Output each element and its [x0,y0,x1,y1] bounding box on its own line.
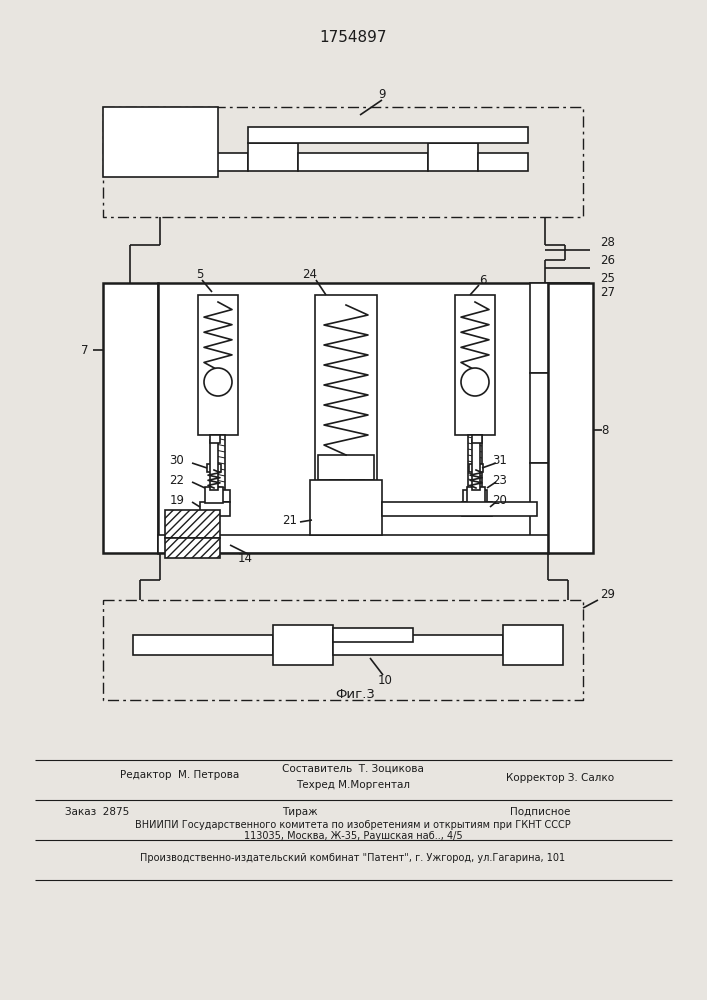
Bar [298,153,428,171]
Bar [165,510,220,538]
Bar [428,143,478,171]
Text: 27: 27 [600,286,615,300]
Circle shape [461,368,489,396]
Text: Корректор З. Салко: Корректор З. Салко [506,773,614,783]
Text: 8: 8 [602,424,609,436]
Bar [530,373,548,463]
Bar [530,283,548,373]
Bar [200,502,230,516]
Text: 29: 29 [600,588,615,601]
Bar [330,480,344,535]
Text: 10: 10 [378,674,392,686]
Bar [503,625,563,665]
Bar [455,295,495,435]
Text: Составитель  Т. Зоцикова: Составитель Т. Зоцикова [282,764,424,774]
Bar [248,143,298,171]
Text: 23: 23 [493,474,508,487]
Bar [103,107,218,177]
Bar [548,283,593,553]
Text: 31: 31 [493,454,508,466]
Text: 30: 30 [170,454,185,466]
Bar [103,283,158,553]
Text: 9: 9 [378,89,386,102]
Bar [133,635,273,655]
Bar [158,535,548,553]
Text: ВНИИПИ Государственного комитета по изобретениям и открытиям при ГКНТ СССР: ВНИИПИ Государственного комитета по изоб… [135,820,571,830]
Text: 14: 14 [238,552,252,564]
Bar [382,502,537,516]
Text: 26: 26 [600,253,615,266]
Bar [210,435,220,443]
Bar [469,464,483,472]
Bar [465,502,485,512]
Text: 5: 5 [197,268,204,282]
Bar [118,153,248,171]
Bar [211,435,225,495]
Circle shape [204,368,232,396]
Text: 19: 19 [170,493,185,506]
Bar [478,153,528,171]
Bar [468,435,482,495]
Bar [472,440,480,490]
Bar [248,127,528,143]
Text: 6: 6 [479,273,486,286]
Bar [333,628,413,642]
Bar [530,463,548,553]
Bar [350,480,364,535]
Bar [158,283,548,553]
Text: 24: 24 [303,268,317,282]
Text: Фиг.3: Фиг.3 [335,688,375,702]
Bar [318,455,374,480]
Bar [207,464,221,472]
Text: 113035, Москва, Ж-35, Раушская наб.., 4/5: 113035, Москва, Ж-35, Раушская наб.., 4/… [244,831,462,841]
Bar [206,490,230,502]
Text: 28: 28 [600,236,615,249]
Text: 21: 21 [283,514,298,526]
Text: Тираж: Тираж [282,807,318,817]
Bar [210,440,218,490]
Bar [315,295,377,495]
Bar [165,538,220,558]
Text: Техред М.Моргентал: Техред М.Моргентал [296,780,410,790]
Text: Заказ  2875: Заказ 2875 [65,807,129,817]
Text: Редактор  М. Петрова: Редактор М. Петрова [120,770,239,780]
Bar [205,487,223,503]
Bar [273,625,333,665]
Bar [310,480,382,535]
Text: 1754897: 1754897 [320,30,387,45]
Bar [463,490,487,502]
Text: 20: 20 [493,493,508,506]
Text: 7: 7 [81,344,89,357]
Bar [472,435,482,443]
Bar [333,635,503,655]
Bar [467,487,485,503]
Text: Подписное: Подписное [510,807,570,817]
Text: Производственно-издательский комбинат "Патент", г. Ужгород, ул.Гагарина, 101: Производственно-издательский комбинат "П… [141,853,566,863]
Bar [198,295,238,435]
Bar [208,502,228,512]
Bar [462,502,492,516]
Text: 25: 25 [600,271,615,284]
Text: 22: 22 [170,474,185,487]
